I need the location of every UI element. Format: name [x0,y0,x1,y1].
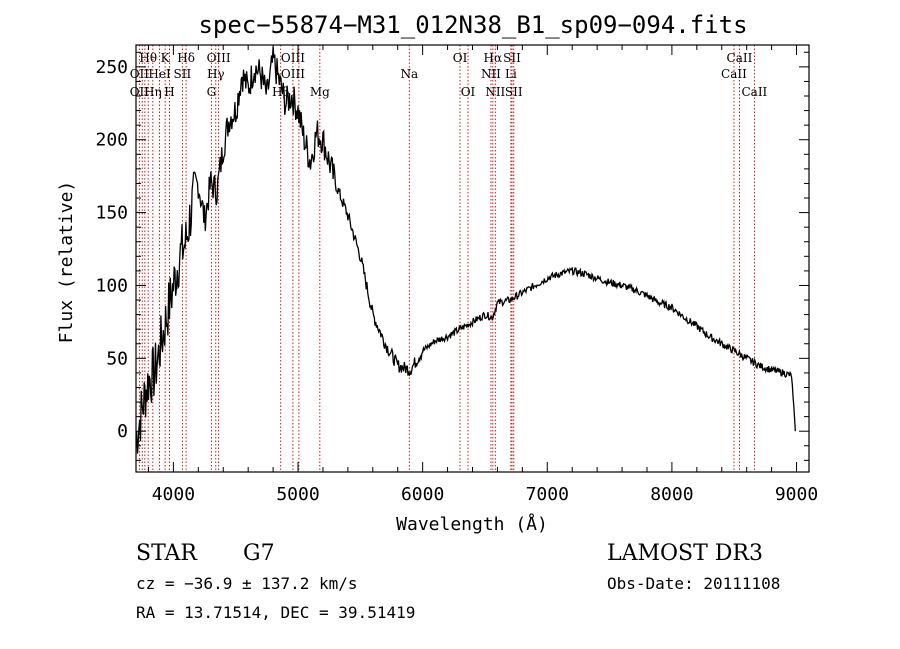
line-label: OI [461,85,476,99]
line-label: OIII [281,67,305,81]
x-tick-label: 4000 [152,484,195,505]
x-axis-label: Wavelength (Å) [396,513,548,535]
line-label: H [164,85,174,99]
line-label: Hγ [207,67,225,81]
y-tick-label: 200 [95,130,128,151]
x-tick-label: 6000 [401,484,444,505]
line-label: Na [400,67,418,81]
object-class: STAR [136,541,198,566]
line-label: HeI [148,67,171,81]
line-label: OIII [281,51,305,65]
y-tick-label: 250 [95,57,128,78]
x-tick-label: 7000 [526,484,569,505]
x-tick-label: 5000 [276,484,319,505]
line-label: G [207,85,217,99]
line-label: Hδ [177,51,195,65]
line-label: CaII [741,85,767,99]
line-label: SII [505,85,523,99]
line-label: OIII [207,51,231,65]
line-label: Hα [484,51,503,65]
line-label: CaII [727,51,753,65]
y-tick-label: 0 [117,421,128,442]
spectrum-line [135,46,796,454]
line-label: NII [481,67,501,81]
y-tick-label: 100 [95,275,128,296]
line-label: Li [505,67,517,81]
line-label: CaII [721,67,747,81]
line-label: Mg [310,85,330,99]
x-axis-ticks: 4000 5000 6000 7000 8000 9000 [147,45,818,505]
y-axis-ticks: 0 50 100 150 200 250 [95,51,809,461]
obs-date: Obs-Date: 20111108 [607,574,780,593]
coordinates: RA = 13.71514, DEC = 39.51419 [136,603,415,622]
line-label: NII [485,85,505,99]
line-label: Hη [144,85,162,99]
redshift-text: cz = −36.9 ± 137.2 km/s [136,574,358,593]
survey-name: LAMOST DR3 [607,541,763,566]
spectral-line-markers [138,45,755,472]
line-label: K [161,51,171,65]
line-label: Hθ [139,51,157,65]
line-label: OII [130,85,150,99]
chart-title: spec−55874−M31_012N38_B1_sp09−094.fits [198,11,747,39]
x-tick-label: 8000 [650,484,693,505]
line-label: OI [453,51,468,65]
line-label: SII [503,51,521,65]
y-tick-label: 50 [106,348,128,369]
y-tick-label: 150 [95,203,128,224]
line-label: Hβ [272,85,289,99]
x-tick-label: 9000 [775,484,818,505]
y-axis-label: Flux (relative) [56,181,77,344]
line-label: SII [174,67,192,81]
object-subclass: G7 [243,541,275,566]
line-label: OII [130,67,150,81]
